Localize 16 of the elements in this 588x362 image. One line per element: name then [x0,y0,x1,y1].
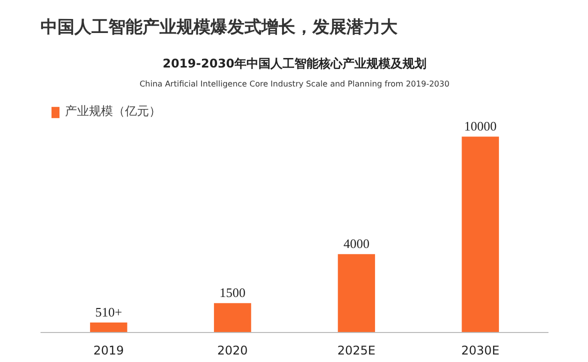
bar [338,254,376,332]
bar [214,303,252,332]
data-label: 10000 [464,118,497,134]
bar [462,136,499,332]
text: China Artificial Intelligence Core Industry Scale and Planning from 2019-2030 [140,80,450,88]
data-label: 4000 [343,236,370,252]
legend-label: 产业规模（亿元） [65,103,161,120]
data-label: 510+ [95,304,122,320]
chart-title: 中国人工智能产业规模爆发式增长，发展潜力大 [40,18,398,38]
x-tick-label: 2020 [217,344,248,358]
x-tick-label: 2030E [461,344,500,358]
bar [90,322,128,332]
chart-subtitle: 2019-2030年中国人工智能核心产业规模及规划 [162,56,426,70]
x-tick-label: 2025E [337,344,376,358]
x-tick-label: 2019 [93,344,124,358]
data-label: 1500 [220,285,246,300]
